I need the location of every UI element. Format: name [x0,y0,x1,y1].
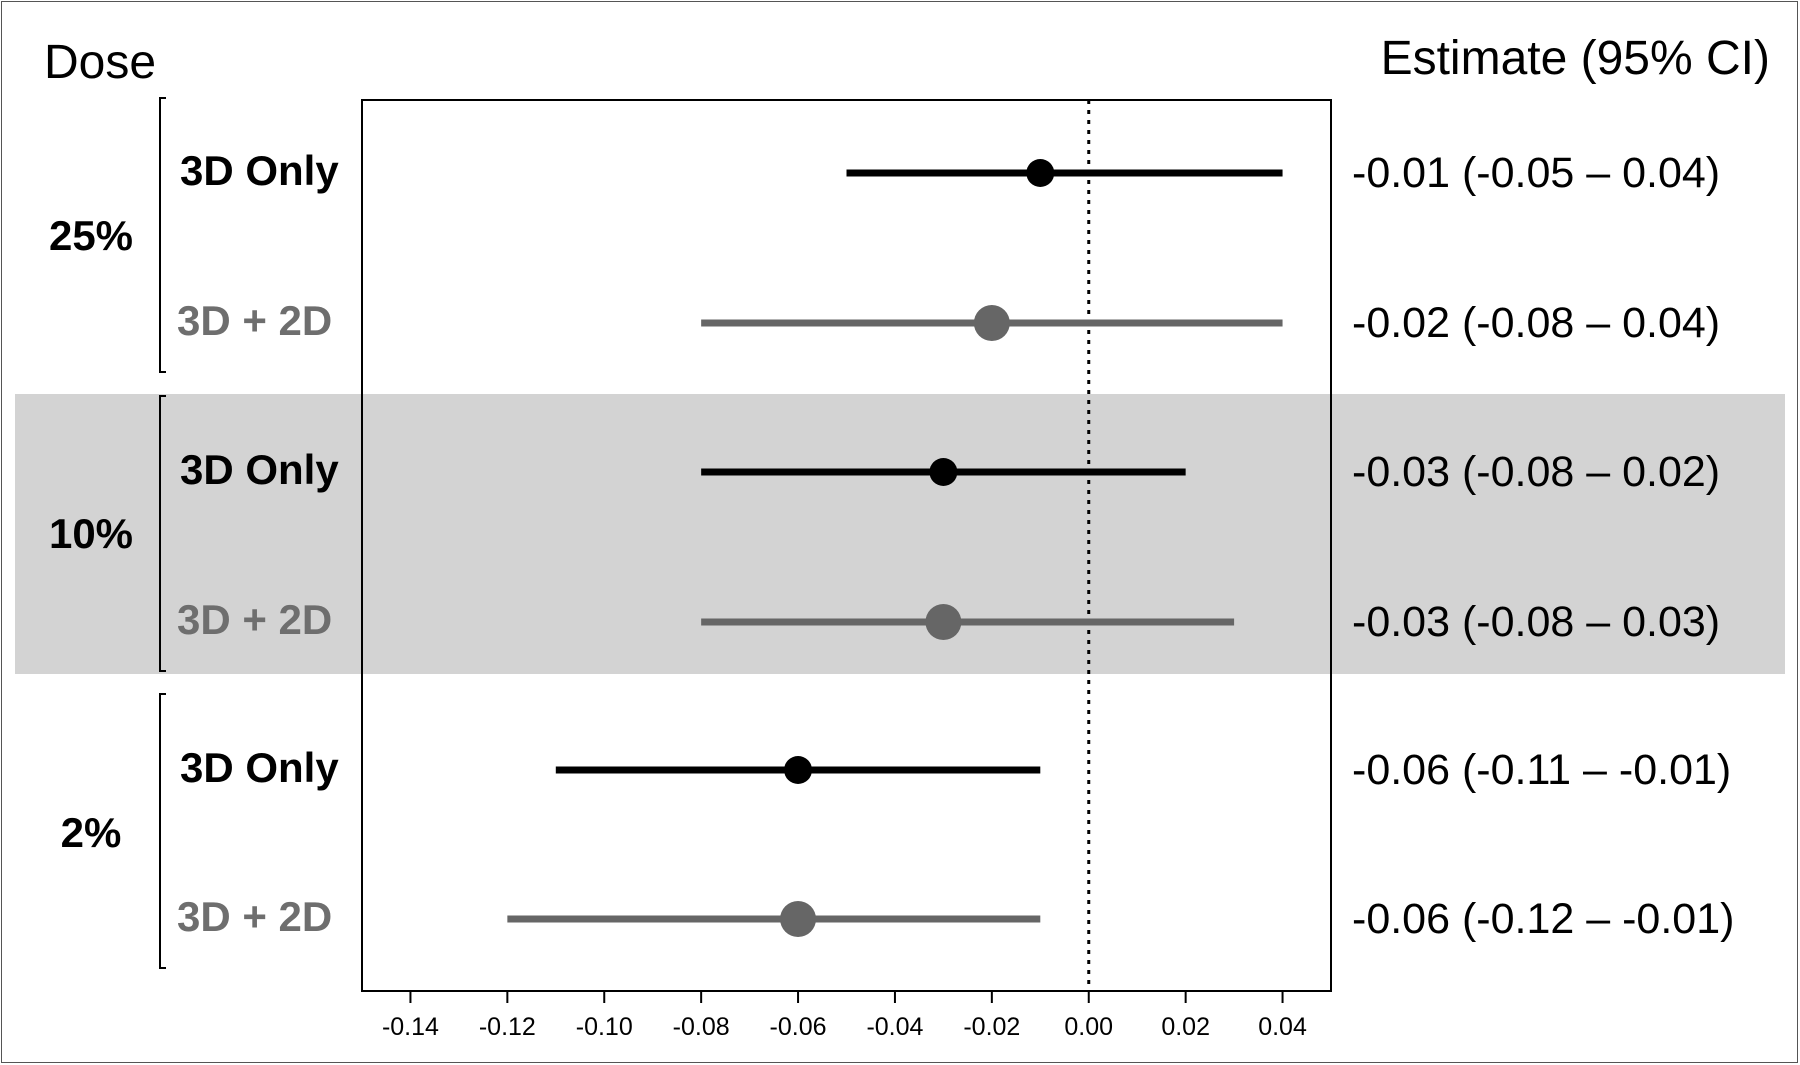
series-label: 3D + 2D [177,596,332,643]
shaded-band [15,394,1785,674]
group-bracket [159,97,166,373]
estimate-header: Estimate (95% CI) [1381,32,1770,85]
point-estimate [780,901,817,937]
x-tick-label: -0.06 [770,1013,827,1041]
point-estimate [784,756,813,784]
plot-area [361,99,1332,992]
estimate-text: -0.02 (-0.08 – 0.04) [1352,299,1720,347]
series-label: 3D Only [180,446,339,493]
dose-group-label: 25% [49,212,133,259]
series-label: 3D + 2D [177,893,332,940]
x-tick-label: 0.00 [1064,1013,1113,1041]
group-bracket [159,395,166,672]
x-tick-label: 0.04 [1258,1013,1307,1041]
point-estimate [1026,159,1055,187]
x-tick-label: -0.04 [866,1013,923,1041]
x-tick-label: -0.10 [576,1013,633,1041]
series-label: 3D Only [180,147,339,194]
estimate-text: -0.03 (-0.08 – 0.02) [1352,448,1720,496]
point-estimate [925,604,962,640]
dose-header: Dose [44,36,156,89]
point-estimate [973,305,1010,341]
estimate-text: -0.06 (-0.12 – -0.01) [1352,895,1734,943]
estimate-text: -0.01 (-0.05 – 0.04) [1352,149,1720,197]
x-tick-label: -0.02 [963,1013,1020,1041]
point-estimate [929,458,958,486]
dose-group-label: 10% [49,510,133,557]
estimate-text: -0.03 (-0.08 – 0.03) [1352,598,1720,646]
series-label: 3D + 2D [177,297,332,344]
series-label: 3D Only [180,744,339,791]
estimate-text: -0.06 (-0.11 – -0.01) [1352,746,1731,794]
x-tick-label: 0.02 [1161,1013,1210,1041]
dose-group-label: 2% [61,809,122,856]
x-tick-label: -0.14 [382,1013,439,1041]
x-tick-label: -0.08 [673,1013,730,1041]
group-bracket [159,693,166,969]
x-tick-label: -0.12 [479,1013,536,1041]
